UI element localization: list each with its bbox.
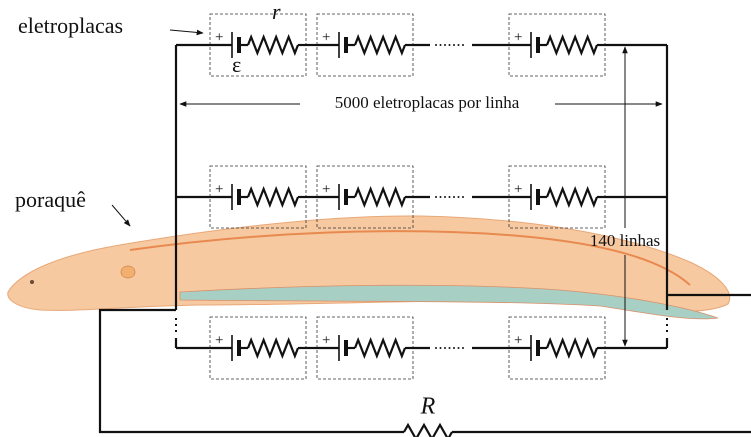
eel xyxy=(7,215,731,320)
plus-sign: + xyxy=(215,29,223,45)
dot xyxy=(448,44,451,46)
resistor xyxy=(353,185,407,209)
dot xyxy=(457,347,460,349)
dot xyxy=(457,44,460,46)
eel-label: poraquê xyxy=(15,187,86,212)
per-row-label: 5000 eletroplacas por linha xyxy=(335,93,520,112)
dot xyxy=(439,196,442,198)
dot xyxy=(439,44,442,46)
plus-sign: + xyxy=(215,332,223,348)
r-label: r xyxy=(272,0,281,24)
dot xyxy=(453,196,455,198)
dot xyxy=(457,196,460,198)
dot xyxy=(462,347,464,349)
plus-sign: + xyxy=(322,332,330,348)
emf-label: ε xyxy=(232,52,241,77)
resistor xyxy=(545,336,599,360)
rows-label: 140 linhas xyxy=(590,231,660,250)
plus-sign: + xyxy=(514,29,522,45)
cells-arrow xyxy=(169,29,204,36)
resistor xyxy=(545,33,599,57)
dot xyxy=(462,196,464,198)
resistor xyxy=(246,336,300,360)
dot xyxy=(439,347,442,349)
resistor xyxy=(545,185,599,209)
plus-sign: + xyxy=(215,181,223,197)
dot xyxy=(444,196,446,198)
dot xyxy=(435,44,437,46)
resistor xyxy=(353,336,407,360)
resistor xyxy=(246,33,300,57)
plus-sign: + xyxy=(514,332,522,348)
dot xyxy=(453,44,455,46)
dot xyxy=(462,44,464,46)
dot xyxy=(444,44,446,46)
external-wire xyxy=(98,308,404,434)
resistor xyxy=(353,33,407,57)
cells-label: eletroplacas xyxy=(18,13,123,38)
R-label: R xyxy=(420,394,436,420)
load-resistor xyxy=(403,422,453,437)
plus-sign: + xyxy=(514,181,522,197)
dot xyxy=(448,196,451,198)
plus-sign: + xyxy=(322,29,330,45)
dot xyxy=(444,347,446,349)
eel-arrow xyxy=(111,204,131,227)
dot xyxy=(453,347,455,349)
dot xyxy=(435,347,437,349)
dot xyxy=(448,347,451,349)
resistor xyxy=(246,185,300,209)
dot xyxy=(435,196,437,198)
plus-sign: + xyxy=(322,181,330,197)
